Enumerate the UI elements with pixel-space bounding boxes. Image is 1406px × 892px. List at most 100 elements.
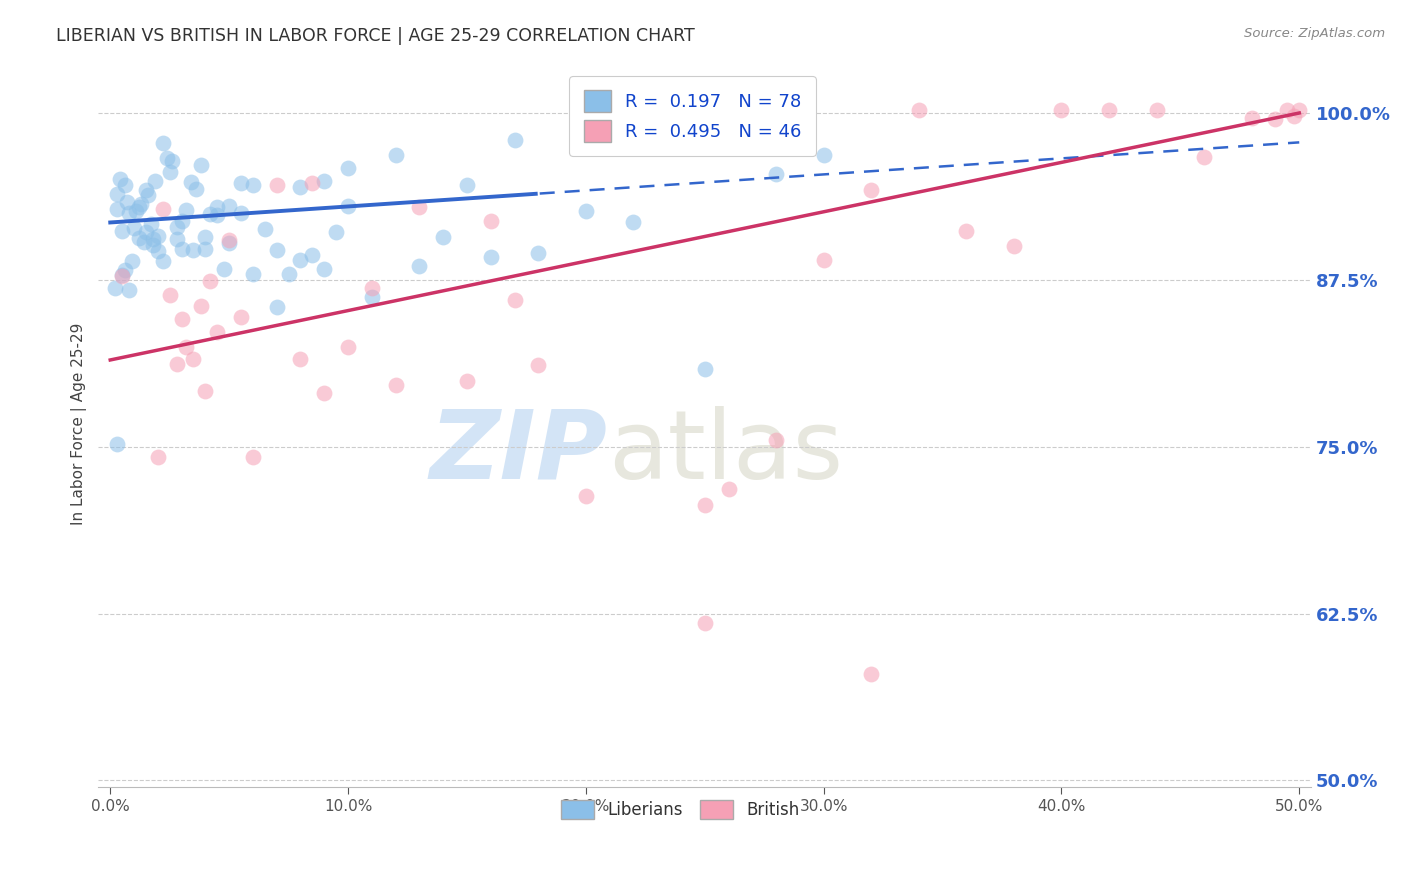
Point [408,260,430,274]
Point [166,231,188,245]
Point [456,374,478,388]
Point [105,202,128,217]
Point [152,136,174,150]
Point [170,311,193,326]
Point [408,200,430,214]
Point [314,173,336,187]
Point [194,384,217,398]
Point [1284,109,1306,123]
Point [229,310,252,325]
Point [242,178,264,192]
Point [111,268,134,283]
Point [301,176,323,190]
Point [105,437,128,451]
Point [907,103,929,118]
Point [527,246,550,260]
Point [693,615,716,630]
Point [145,174,167,188]
Point [135,226,157,240]
Point [132,235,155,249]
Point [218,235,240,250]
Point [1240,111,1263,125]
Point [266,244,288,258]
Point [105,186,128,201]
Text: Source: ZipAtlas.com: Source: ZipAtlas.com [1244,27,1385,40]
Point [108,171,131,186]
Point [146,228,169,243]
Point [277,267,299,281]
Point [860,666,883,681]
Point [142,232,165,246]
Point [207,208,229,222]
Point [128,200,150,214]
Point [955,224,977,238]
Point [218,198,240,212]
Point [337,340,360,354]
Y-axis label: In Labor Force | Age 25-29: In Labor Force | Age 25-29 [72,322,87,524]
Point [314,386,336,401]
Point [152,253,174,268]
Point [527,358,550,372]
Point [190,299,212,313]
Point [1277,103,1299,118]
Text: ZIP: ZIP [430,406,607,499]
Point [503,133,526,147]
Point [176,203,198,218]
Point [121,254,143,268]
Point [290,253,312,268]
Point [575,204,598,219]
Point [207,200,229,214]
Point [384,378,406,392]
Point [1288,103,1310,118]
Point [176,340,198,354]
Point [479,213,502,227]
Point [111,268,134,283]
Point [214,261,236,276]
Point [152,202,174,216]
Point [122,221,145,235]
Legend: Liberians, British: Liberians, British [554,794,807,826]
Point [166,357,188,371]
Point [575,489,598,503]
Point [623,215,645,229]
Point [180,175,202,189]
Point [183,351,205,366]
Point [190,159,212,173]
Point [104,280,127,294]
Point [118,283,141,297]
Point [765,433,787,447]
Point [693,362,716,376]
Point [242,450,264,465]
Point [693,499,716,513]
Point [183,243,205,257]
Point [1192,150,1215,164]
Point [156,151,179,165]
Point [765,167,787,181]
Point [290,179,312,194]
Point [1146,103,1168,118]
Point [337,161,360,175]
Point [384,147,406,161]
Point [125,204,148,219]
Point [1264,112,1286,126]
Point [432,229,454,244]
Point [290,352,312,367]
Point [717,483,740,497]
Point [242,267,264,281]
Point [159,288,181,302]
Point [813,252,835,267]
Point [142,238,165,252]
Point [136,187,159,202]
Point [128,230,150,244]
Point [623,103,645,118]
Point [456,178,478,192]
Point [146,244,169,259]
Point [184,182,207,196]
Point [139,217,162,231]
Point [813,148,835,162]
Point [166,220,188,235]
Point [111,224,134,238]
Point [129,197,152,211]
Point [479,250,502,264]
Point [194,242,217,256]
